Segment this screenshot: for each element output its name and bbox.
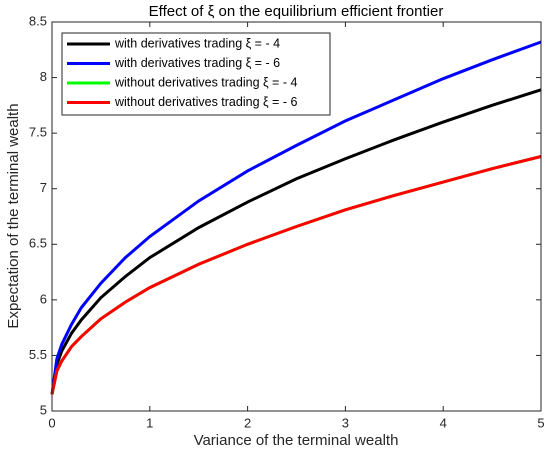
x-tick-label: 5 [537, 415, 544, 430]
axes-box [51, 21, 542, 412]
y-axis-label: Expectation of the terminal wealth [5, 103, 22, 328]
y-tick-label: 5.5 [29, 347, 47, 362]
y-tick-label: 8 [40, 69, 47, 84]
legend-label: without derivatives trading ξ = - 4 [114, 75, 297, 89]
series-line [50, 40, 542, 395]
legend-label: without derivatives trading ξ = - 6 [114, 95, 297, 109]
y-tick-label: 5 [40, 402, 47, 417]
y-tick-label: 7 [40, 180, 47, 195]
y-tick-label: 6 [40, 291, 47, 306]
legend-label: with derivatives trading ξ = - 6 [114, 56, 280, 70]
series-line [50, 155, 542, 395]
series-line [50, 88, 542, 395]
x-tick-label: 3 [342, 415, 349, 430]
legend-label: with derivatives trading ξ = - 4 [114, 36, 280, 50]
chart-title: Effect of ξ on the equilibrium efficient… [149, 3, 444, 20]
x-tick-label: 0 [48, 415, 55, 430]
y-tick-label: 8.5 [29, 13, 47, 28]
x-tick-label: 2 [244, 415, 251, 430]
y-tick-label: 6.5 [29, 236, 47, 251]
y-tick-label: 7.5 [29, 125, 47, 140]
x-tick-label: 4 [440, 415, 447, 430]
x-axis-label: Variance of the terminal wealth [194, 432, 399, 449]
x-tick-label: 1 [146, 415, 153, 430]
